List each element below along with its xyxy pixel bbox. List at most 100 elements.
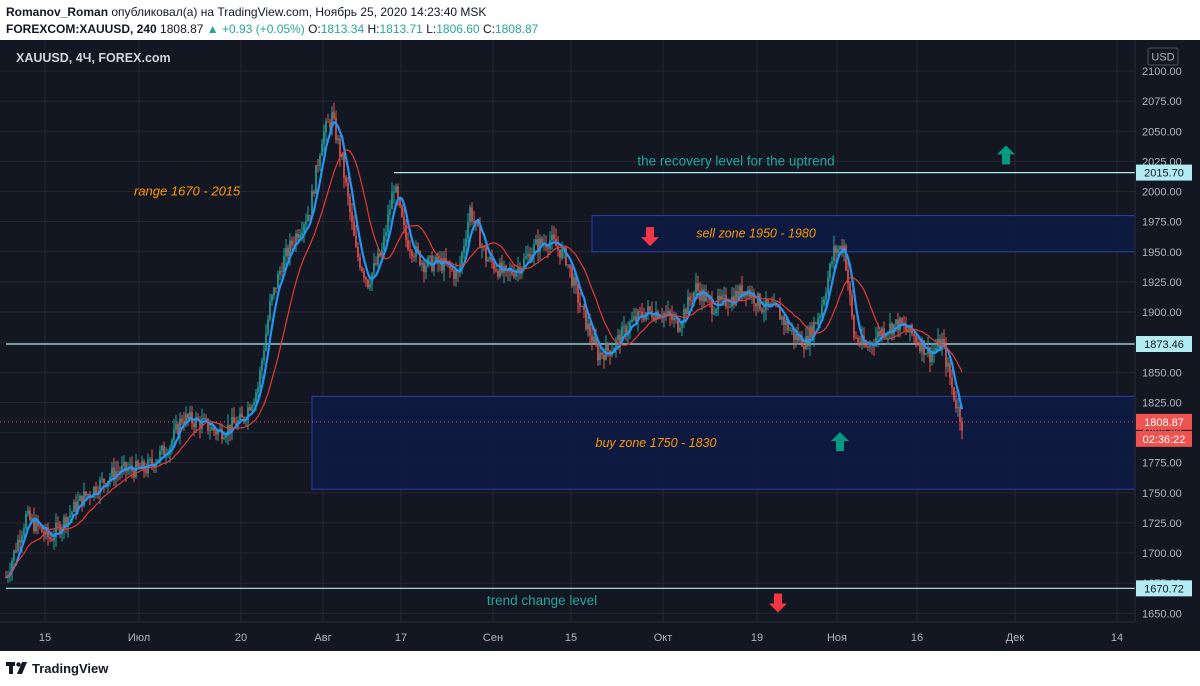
candle-body: [891, 323, 893, 335]
candle-body: [907, 330, 909, 333]
candle-body: [191, 412, 193, 424]
candle-body: [889, 323, 891, 333]
candle-body: [957, 406, 959, 409]
y-tick-label: 1825.00: [1142, 397, 1182, 409]
candle-body: [273, 287, 275, 296]
candle-body: [79, 495, 81, 502]
close-value: 1808.87: [494, 22, 539, 36]
candle-body: [49, 536, 51, 540]
x-tick-label: 20: [235, 632, 247, 644]
candle-body: [93, 486, 95, 497]
candle-body: [29, 510, 31, 520]
candle-body: [675, 317, 677, 319]
candle-body: [459, 264, 461, 273]
candle-body: [727, 306, 729, 308]
candle-body: [915, 336, 917, 343]
candle-body: [797, 333, 799, 341]
candle-body: [853, 315, 855, 338]
candle-body: [361, 267, 363, 272]
candle-body: [619, 334, 621, 345]
candle-body: [789, 330, 791, 332]
candle-body: [205, 417, 207, 419]
candle-body: [353, 221, 355, 236]
candle-body: [267, 319, 269, 334]
candle-body: [291, 240, 293, 245]
candle-body: [25, 513, 27, 529]
author-name[interactable]: Romanov_Roman: [6, 5, 109, 19]
candle-body: [819, 315, 821, 319]
candle-body: [379, 253, 381, 257]
candle-body: [199, 420, 201, 429]
candle-body: [785, 320, 787, 325]
chart-legend: XAUUSD, 4Ч, FOREX.com: [16, 51, 171, 65]
candle-body: [781, 316, 783, 320]
candle-body: [189, 412, 191, 419]
annotations: range 1670 - 2015 the recovery level for …: [134, 153, 835, 608]
candle-body: [703, 289, 705, 302]
candle-body: [39, 525, 41, 527]
candle-body: [241, 413, 243, 418]
candle-body: [51, 539, 53, 541]
y-tick-label: 1750.00: [1142, 488, 1182, 500]
trend-change-text: trend change level: [487, 593, 597, 608]
candle-body: [855, 337, 857, 339]
candle-body: [865, 344, 867, 347]
up-arrow-recovery-icon: [997, 145, 1015, 165]
currency-badge[interactable]: USD: [1147, 47, 1179, 66]
time-axis[interactable]: [0, 622, 1200, 651]
candle-body: [271, 295, 273, 302]
candle-body: [693, 292, 695, 302]
candle-body: [279, 270, 281, 275]
candle-body: [349, 196, 351, 212]
candle-body: [539, 238, 541, 252]
candle-body: [739, 285, 741, 299]
candle-body: [145, 470, 147, 474]
candle-body: [469, 207, 471, 223]
candle-body: [883, 328, 885, 337]
candle-body: [465, 238, 467, 247]
tradingview-logo-icon[interactable]: [6, 660, 28, 676]
candle-body: [261, 360, 263, 371]
candle-body: [859, 342, 861, 344]
candle-body: [173, 429, 175, 441]
y-tick-label: 2075.00: [1142, 96, 1182, 108]
candle-body: [947, 363, 949, 367]
candle-body: [203, 417, 205, 419]
candle-body: [423, 262, 425, 273]
candle-body: [601, 352, 603, 355]
x-tick-label: Сен: [483, 632, 503, 644]
candle-body: [327, 121, 329, 123]
candle-body: [473, 221, 475, 223]
candle-body: [867, 346, 869, 348]
candle-body: [373, 263, 375, 274]
candle-body: [221, 428, 223, 439]
candle-body: [711, 299, 713, 315]
candle-body: [385, 232, 387, 236]
candle-body: [643, 317, 645, 320]
tradingview-brand[interactable]: TradingView: [32, 661, 109, 676]
price-chart[interactable]: sell zone 1950 - 1980 buy zone 1750 - 183…: [0, 40, 1200, 651]
price-axis-labels: 1650.001675.001700.001725.001750.001775.…: [1142, 66, 1182, 620]
candle-body: [71, 511, 73, 515]
published-text: опубликовал(а) на TradingView.com, Ноябр…: [111, 5, 487, 19]
candle-body: [719, 295, 721, 300]
candle-body: [641, 312, 643, 318]
candle-body: [309, 214, 311, 216]
y-tick-label: 1700.00: [1142, 548, 1182, 560]
candle-body: [757, 293, 759, 307]
current-price-badge-label: 1808.87: [1144, 417, 1184, 429]
candle-body: [933, 350, 935, 353]
candle-body: [653, 317, 655, 321]
candle-body: [253, 401, 255, 406]
candle-body: [477, 220, 479, 226]
candle-body: [357, 246, 359, 258]
candle-body: [183, 421, 185, 425]
candle-body: [383, 235, 385, 250]
candle-body: [405, 224, 407, 241]
candle-body: [925, 353, 927, 355]
candle-body: [479, 225, 481, 248]
candle-body: [19, 539, 21, 543]
candle-body: [175, 423, 177, 430]
candle-body: [603, 354, 605, 360]
candle-body: [89, 494, 91, 497]
